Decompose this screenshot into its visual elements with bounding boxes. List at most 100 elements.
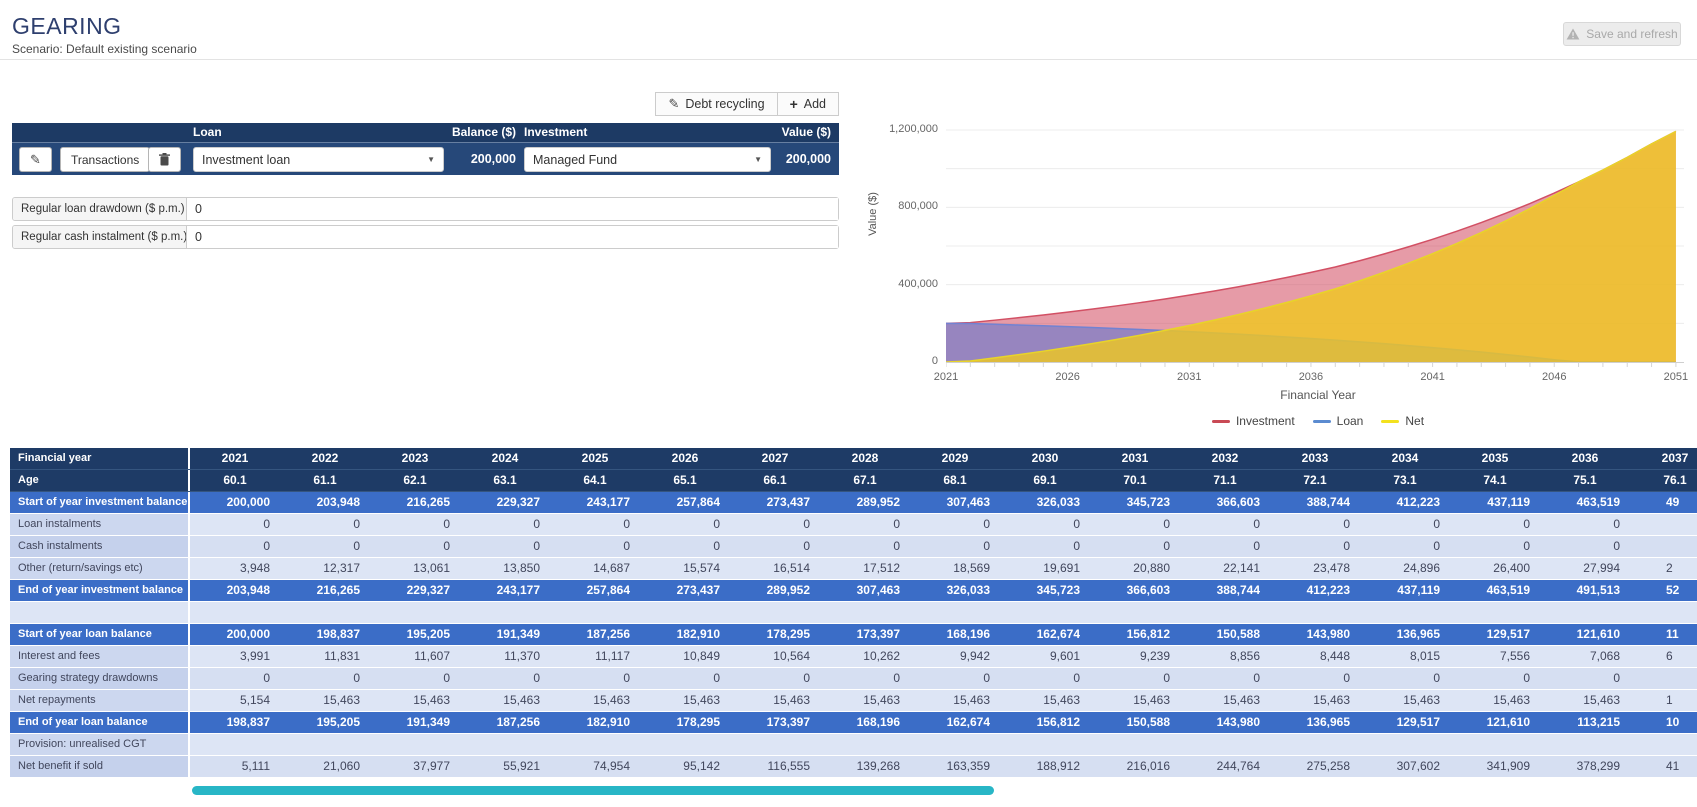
table-cell: 41: [1630, 756, 1697, 777]
table-cell: [1360, 602, 1450, 623]
row-label: Interest and fees: [10, 646, 190, 667]
table-cell: [1630, 668, 1697, 689]
table-cell: 150,588: [1126, 715, 1170, 729]
table-cell: [730, 734, 820, 755]
table-cell: 173,397: [766, 715, 810, 729]
table-cell: 24,896: [1360, 558, 1450, 579]
table-cell: 15,463: [1180, 690, 1270, 711]
table-cell: 7,068: [1540, 646, 1630, 667]
table-cell: 2025: [581, 451, 609, 465]
table-row-interest-and-fees: Interest and fees 3,991 11,831 11,607 11,370…: [10, 646, 1697, 668]
table-cell: 23,478: [1270, 558, 1360, 579]
regular-cash-instalment-input[interactable]: [187, 226, 838, 248]
table-cell: 388,744: [1306, 495, 1350, 509]
table-cell: [1180, 734, 1270, 755]
investment-select[interactable]: Managed Fund ▼: [524, 147, 771, 172]
table-cell: 2021: [221, 451, 249, 465]
table-cell: 15,463: [820, 690, 910, 711]
table-cell: 187,256: [496, 715, 540, 729]
table-cell: 15,463: [1090, 690, 1180, 711]
table-horizontal-scrollbar[interactable]: [192, 786, 994, 795]
table-cell: [280, 602, 370, 623]
y-tick-label: 0: [931, 355, 938, 367]
table-cell: [1360, 734, 1450, 755]
projection-chart: Value ($) 0 400,000 800,000 1,200,000 2021 2…: [860, 84, 1697, 446]
loan-select[interactable]: Investment loan ▼: [193, 147, 444, 172]
chart-legend: Investment Loan Net: [946, 414, 1690, 428]
transactions-button[interactable]: Transactions: [60, 147, 151, 172]
table-cell: 182,910: [586, 715, 630, 729]
table-cell: [370, 734, 460, 755]
debt-recycling-button[interactable]: ✎ Debt recycling: [655, 92, 778, 116]
table-cell: [280, 734, 370, 755]
table-cell: 0: [190, 536, 280, 557]
table-cell: 182,910: [676, 627, 720, 641]
table-row-net-benefit-if-sold: Net benefit if sold 5,111 21,060 37,977 55,9…: [10, 756, 1697, 778]
table-cell: [1270, 602, 1360, 623]
table-cell: 0: [280, 668, 370, 689]
table-cell: [730, 602, 820, 623]
table-cell: 0: [1000, 668, 1090, 689]
table-cell: 11,117: [550, 646, 640, 667]
y-tick-label: 1,200,000: [889, 123, 938, 135]
table-cell: 2026: [671, 451, 699, 465]
table-row-start-of-year-investment-balance: Start of year investment balance 200,000 2…: [10, 492, 1697, 514]
table-cell: 116,555: [730, 756, 820, 777]
table-cell: [1540, 602, 1630, 623]
table-cell: 0: [910, 536, 1000, 557]
table-cell: [460, 602, 550, 623]
table-cell: 156,812: [1036, 715, 1080, 729]
table-cell: 345,723: [1036, 583, 1080, 597]
table-cell: 15,463: [1360, 690, 1450, 711]
chevron-down-icon: ▼: [427, 155, 435, 164]
regular-loan-drawdown-input[interactable]: [187, 198, 838, 220]
table-cell: 2032: [1211, 451, 1239, 465]
table-cell: 11,607: [370, 646, 460, 667]
table-cell: [1540, 734, 1630, 755]
table-cell: 2031: [1121, 451, 1149, 465]
chevron-down-icon: ▼: [754, 155, 762, 164]
legend-item-net[interactable]: Net: [1381, 414, 1424, 428]
x-tick-label: 2036: [1298, 371, 1324, 383]
investment-value: 200,000: [785, 152, 831, 166]
table-cell: 70.1: [1123, 473, 1147, 487]
table-cell: 273,437: [766, 495, 810, 509]
table-cell: 412,223: [1306, 583, 1350, 597]
table-cell: 15,574: [640, 558, 730, 579]
table-cell: 243,177: [586, 495, 630, 509]
table-cell: 2022: [311, 451, 339, 465]
table-cell: 0: [1180, 536, 1270, 557]
table-cell: 257,864: [586, 583, 630, 597]
table-cell: 8,015: [1360, 646, 1450, 667]
save-and-refresh-button[interactable]: Save and refresh: [1563, 22, 1681, 46]
table-cell: 11: [1666, 627, 1679, 641]
table-cell: [640, 734, 730, 755]
table-cell: 15,463: [370, 690, 460, 711]
table-cell: [1090, 734, 1180, 755]
table-cell: 0: [730, 514, 820, 535]
legend-item-loan[interactable]: Loan: [1312, 414, 1363, 428]
table-cell: 229,327: [406, 583, 450, 597]
table-cell: 27,994: [1540, 558, 1630, 579]
table-cell: 273,437: [676, 583, 720, 597]
table-cell: 0: [1540, 668, 1630, 689]
table-cell: 72.1: [1303, 473, 1327, 487]
edit-loan-button[interactable]: ✎: [19, 147, 52, 172]
delete-loan-button[interactable]: [148, 147, 181, 172]
table-cell: 0: [370, 514, 460, 535]
table-cell: 15,463: [1270, 690, 1360, 711]
table-cell: 0: [1360, 536, 1450, 557]
table-cell: 2036: [1571, 451, 1599, 465]
table-cell: 200,000: [226, 627, 270, 641]
x-tick-label: 2021: [933, 371, 959, 383]
legend-item-investment[interactable]: Investment: [1211, 414, 1295, 428]
value-column-header: Value ($): [781, 125, 831, 139]
table-cell: 188,912: [1000, 756, 1090, 777]
table-cell: 143,980: [1216, 715, 1260, 729]
add-label: Add: [803, 97, 826, 111]
add-button[interactable]: + Add: [776, 92, 839, 116]
table-cell: 3,991: [190, 646, 280, 667]
table-cell: 15,463: [910, 690, 1000, 711]
row-label: End of year loan balance: [10, 712, 190, 733]
table-cell: 307,463: [856, 583, 900, 597]
